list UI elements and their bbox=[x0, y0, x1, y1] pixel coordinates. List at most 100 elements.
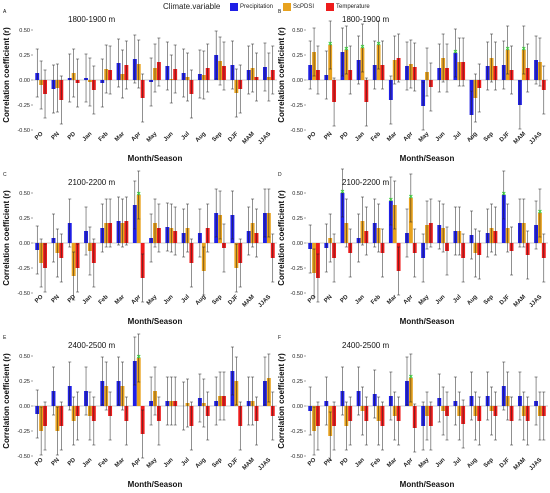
x-tick-label: DJF bbox=[499, 294, 511, 306]
x-tick-label: PN bbox=[51, 131, 61, 141]
x-axis-label: Month/Season bbox=[128, 317, 183, 326]
panel-letter: A bbox=[3, 9, 7, 15]
panel-elevation-label: 2100-2200 m bbox=[342, 178, 389, 187]
y-tick-label: 0.50 bbox=[292, 191, 303, 197]
x-tick-label: PN bbox=[51, 457, 61, 467]
panel-letter: E bbox=[3, 335, 7, 341]
x-tick-label: PN bbox=[323, 294, 333, 304]
y-tick-label: -0.25 bbox=[290, 266, 303, 272]
y-tick-label: 0.00 bbox=[19, 404, 30, 410]
y-tick-label: 0.00 bbox=[19, 78, 30, 84]
x-axis-label: Month/Season bbox=[400, 154, 455, 163]
x-tick-label: Mar bbox=[114, 131, 126, 143]
x-tick-label: Mar bbox=[386, 294, 398, 306]
x-tick-label: Jun bbox=[163, 294, 175, 306]
x-tick-label: DJF bbox=[227, 457, 239, 469]
x-tick-label: Feb bbox=[98, 294, 110, 306]
x-tick-label: PO bbox=[34, 294, 45, 305]
legend-label-temperature: Temperature bbox=[336, 4, 370, 10]
x-tick-label: JJAS bbox=[528, 294, 543, 309]
x-tick-label: Jan bbox=[82, 294, 94, 306]
significance-marker bbox=[453, 49, 458, 54]
x-tick-label: Feb bbox=[370, 294, 382, 306]
legend-title: Climate.variable bbox=[163, 2, 221, 11]
x-tick-label: PD bbox=[340, 457, 351, 468]
y-tick-label: 0.00 bbox=[292, 78, 303, 84]
x-tick-label: PD bbox=[67, 457, 78, 468]
x-tick-label: Feb bbox=[98, 131, 110, 143]
y-tick-label: 0.25 bbox=[19, 53, 30, 59]
panel-a: A 0.50 0.25 0.00 -0.25 -0.50 Correlation coeff… bbox=[2, 9, 277, 163]
x-tick-label: JJAS bbox=[257, 294, 272, 309]
x-tick-label: Jun bbox=[435, 294, 447, 306]
x-tick-label: Apr bbox=[131, 131, 143, 143]
x-tick-label: Jun bbox=[435, 457, 447, 469]
x-tick-label: Sep bbox=[483, 457, 495, 469]
x-tick-label: Jul bbox=[181, 294, 192, 305]
x-tick-label: DJF bbox=[499, 131, 511, 143]
x-tick-label: Jan bbox=[82, 457, 94, 469]
x-tick-label: Jan bbox=[354, 457, 366, 469]
x-tick-label: PN bbox=[323, 131, 333, 141]
x-tick-label: Sep bbox=[483, 294, 495, 306]
x-tick-label: May bbox=[418, 131, 431, 144]
x-tick-label: PO bbox=[307, 457, 318, 468]
y-tick-label: -0.50 bbox=[290, 291, 303, 297]
x-tick-label: PO bbox=[307, 294, 318, 305]
x-tick-label: Aug bbox=[195, 457, 208, 470]
x-tick-label: Aug bbox=[195, 131, 208, 144]
legend-swatch-scpdsi bbox=[283, 3, 291, 11]
x-tick-label: Sep bbox=[483, 131, 495, 143]
significance-marker bbox=[344, 46, 349, 51]
legend-swatch-precipitation bbox=[230, 3, 238, 11]
y-tick-label: 0.00 bbox=[19, 241, 30, 247]
x-tick-label: JJAS bbox=[257, 457, 272, 472]
x-tick-label: MAM bbox=[513, 294, 527, 308]
panel-letter: B bbox=[278, 9, 282, 15]
significance-marker bbox=[136, 191, 141, 196]
panel-letter: C bbox=[3, 172, 7, 178]
panel-c: C 0.50 0.25 0.00 -0.25 -0.50 Correlation coeff… bbox=[2, 170, 277, 326]
x-tick-label: JJAS bbox=[528, 131, 543, 146]
significance-marker bbox=[360, 44, 365, 49]
y-tick-label: 0.00 bbox=[292, 241, 303, 247]
significance-marker bbox=[389, 197, 393, 202]
x-tick-label: PO bbox=[34, 131, 45, 142]
y-tick-label: 0.50 bbox=[292, 354, 303, 360]
significance-marker bbox=[501, 191, 506, 196]
x-tick-label: Jul bbox=[452, 131, 463, 142]
x-tick-label: Jun bbox=[435, 131, 447, 143]
y-tick-label: -0.25 bbox=[17, 103, 30, 109]
y-axis-label: Correlation coefficient (r) bbox=[2, 190, 11, 286]
x-tick-label: MAM bbox=[242, 131, 256, 145]
y-tick-label: 0.25 bbox=[292, 216, 303, 222]
legend-swatch-temperature bbox=[326, 3, 334, 11]
panel-f: F 0.50 0.25 0.00 -0.25 -0.50 Correlation coeff… bbox=[277, 335, 548, 489]
x-tick-label: MAM bbox=[242, 457, 256, 471]
x-tick-label: Feb bbox=[370, 131, 382, 143]
significance-marker bbox=[328, 41, 333, 46]
y-tick-label: 0.50 bbox=[292, 28, 303, 34]
legend-label-scpdsi: ScPDSI bbox=[293, 4, 315, 10]
y-tick-label: -0.25 bbox=[290, 103, 303, 109]
x-tick-label: DJF bbox=[227, 131, 239, 143]
x-tick-label: May bbox=[418, 457, 431, 470]
x-tick-label: PD bbox=[67, 131, 78, 142]
x-axis-label: Month/Season bbox=[400, 317, 455, 326]
y-tick-label: 0.25 bbox=[292, 53, 303, 59]
panel-elevation-label: 1800-1900 m bbox=[342, 15, 389, 24]
bar-precipitation bbox=[340, 193, 345, 243]
y-tick-label: -0.25 bbox=[17, 429, 30, 435]
y-tick-label: 0.00 bbox=[292, 404, 303, 410]
x-axis-label: Month/Season bbox=[128, 154, 183, 163]
x-tick-label: PO bbox=[307, 131, 318, 142]
x-tick-label: Feb bbox=[98, 457, 110, 469]
y-axis-label: Correlation coefficient (r) bbox=[2, 27, 11, 123]
y-tick-label: 0.25 bbox=[292, 379, 303, 385]
x-tick-label: MAM bbox=[513, 131, 527, 145]
panel-e: E 0.50 0.25 0.00 -0.25 -0.50 Correlation coeff… bbox=[2, 333, 277, 489]
x-tick-label: DJF bbox=[227, 294, 239, 306]
x-tick-label: May bbox=[146, 131, 159, 144]
x-axis-label: Month/Season bbox=[400, 480, 455, 489]
